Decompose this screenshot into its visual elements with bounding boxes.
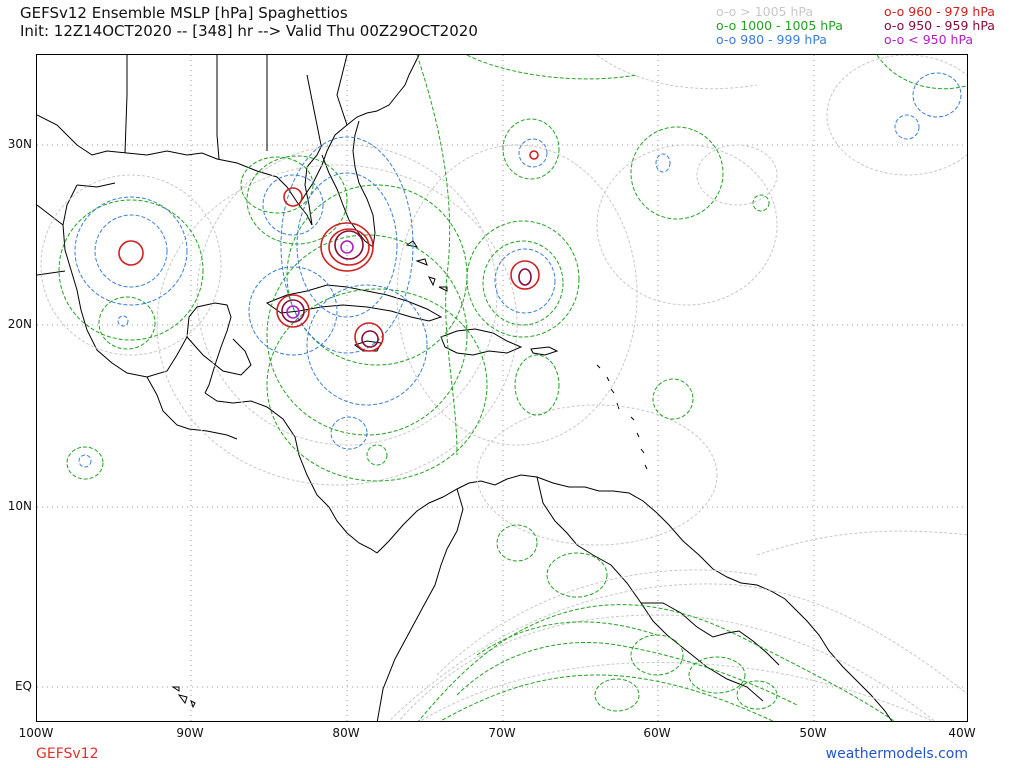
lon-label-40w: 40W [948,726,976,740]
lon-label-70w: 70W [488,726,516,740]
legend-item-950-959: o-o 950 - 959 hPa [884,18,995,33]
chart-subtitle: Init: 12Z14OCT2020 -- [348] hr --> Valid… [20,22,478,40]
lat-label-20n: 20N [7,317,32,331]
legend-item-960-979: o-o 960 - 979 hPa [884,4,995,19]
lat-label-10n: 10N [7,499,32,513]
lon-label-90w: 90W [176,726,204,740]
chart-title: GEFSv12 Ensemble MSLP [hPa] Spaghettios [20,4,348,22]
contours-above-1005 [40,55,967,721]
coastlines [37,55,893,721]
site-link[interactable]: weathermodels.com [825,746,968,762]
legend-item-below-950: o-o < 950 hPa [884,32,974,47]
graticule [37,55,967,721]
lat-label-30n: 30N [7,137,32,151]
legend-item-1000-1005: o-o 1000 - 1005 hPa [716,18,843,33]
contours-950-959 [281,230,532,348]
contours-below-950 [286,240,354,319]
lat-label-eq: EQ [14,679,32,693]
contours-960-979 [118,150,540,352]
legend-item-above-1005: o-o > 1005 hPa [716,4,814,19]
legend-item-980-999: o-o 980 - 999 hPa [716,32,827,47]
contours-980-999 [74,72,962,468]
map-canvas [37,55,967,721]
lon-label-50w: 50W [799,726,827,740]
lon-label-60w: 60W [643,726,671,740]
lon-label-100w: 100W [18,726,54,740]
model-label: GEFSv12 [36,746,99,762]
contours-1000-1005 [58,55,967,721]
lon-label-80w: 80W [332,726,360,740]
map-panel [36,54,968,722]
